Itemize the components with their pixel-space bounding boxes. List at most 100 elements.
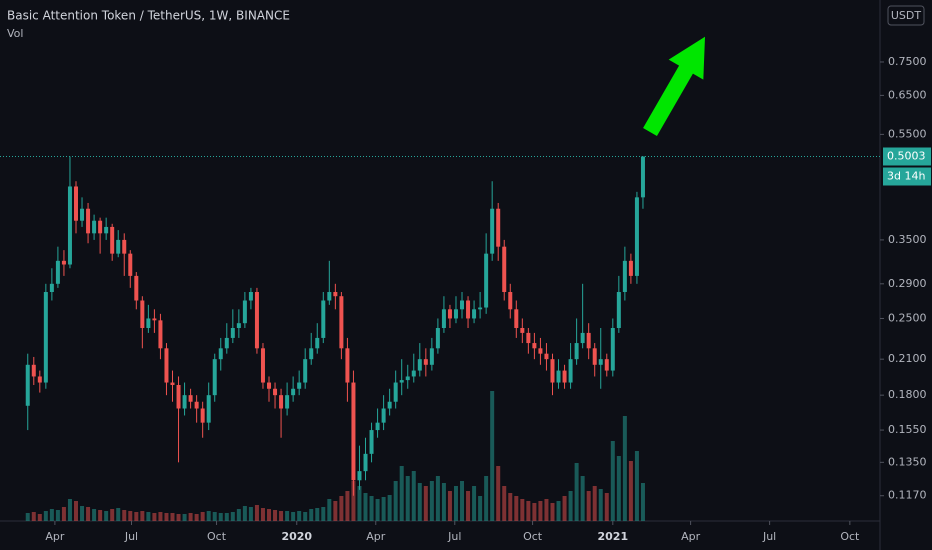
volume-bar (140, 511, 145, 521)
volume-bar (267, 509, 272, 521)
volume-bar (429, 481, 434, 521)
candle-body (25, 364, 30, 406)
volume-bar (122, 510, 127, 521)
candle-body (399, 380, 404, 383)
volume-bar (110, 509, 115, 521)
candle-body (616, 292, 621, 328)
volume-bar (128, 511, 133, 521)
x-tick-label: Oct (207, 530, 227, 543)
volume-bar (453, 486, 458, 521)
candle-body (441, 309, 446, 328)
volume-bar (194, 514, 199, 521)
candle-body (152, 318, 157, 321)
candle-body (423, 359, 428, 365)
volume-bar (586, 491, 591, 521)
volume-bar (236, 509, 241, 521)
x-tick-label: Oct (840, 530, 860, 543)
candle-body (128, 253, 133, 276)
volume-bar (242, 506, 247, 521)
candle-body (182, 395, 187, 409)
candle-body (254, 292, 259, 349)
candle-body (628, 260, 633, 276)
volume-bar (37, 514, 42, 521)
volume-bar (598, 489, 603, 521)
candle-body (502, 246, 507, 293)
volume-bar (592, 486, 597, 521)
x-tick-label: 2021 (597, 530, 628, 543)
candle-body (309, 348, 314, 360)
volume-bar (526, 501, 531, 521)
volume-bar (357, 486, 362, 521)
candle-body (212, 359, 217, 396)
volume-bar (423, 486, 428, 521)
candle-body (556, 370, 561, 383)
y-tick-label: 0.2500 (888, 311, 927, 324)
candle-body (55, 260, 60, 284)
candle-body (285, 395, 290, 409)
candle-body (496, 208, 501, 247)
volume-bar (556, 501, 561, 521)
candle-body (387, 401, 392, 409)
volume-bar (218, 513, 223, 521)
candle-body (592, 348, 597, 365)
candle-body (568, 359, 573, 383)
candle-body (86, 208, 91, 234)
y-tick-label: 0.5500 (888, 127, 927, 140)
volume-bar (604, 493, 609, 521)
volume-bar (634, 451, 639, 521)
volume-bar (134, 512, 139, 521)
volume-bar (351, 481, 356, 521)
candle-body (194, 401, 199, 409)
x-tick-label: Jul (447, 530, 461, 543)
volume-bar (441, 483, 446, 521)
candle-body (273, 388, 278, 396)
candle-body (550, 359, 555, 383)
volume-bar (260, 508, 265, 521)
volume-bar (568, 491, 573, 521)
chart-title: Basic Attention Token / TetherUS, 1W, BI… (7, 9, 290, 23)
candle-body (460, 300, 465, 310)
candle-body (260, 348, 265, 383)
candle-body (279, 395, 284, 409)
x-tick-label: Oct (523, 530, 543, 543)
x-tick-label: Apr (366, 530, 386, 543)
volume-bar (273, 510, 278, 521)
volume-bar (484, 476, 489, 521)
candle-body (146, 318, 151, 328)
volume-bar (393, 481, 398, 521)
candle-body (544, 353, 549, 360)
volume-bar (369, 496, 374, 521)
plot (25, 156, 645, 521)
volume-bar (544, 499, 549, 521)
candle-body (122, 239, 127, 254)
currency[interactable]: USDT (891, 9, 922, 22)
volume-bar (206, 511, 211, 521)
candle-body (315, 337, 320, 349)
volume-bar (381, 497, 386, 521)
volume-bar (327, 499, 332, 521)
volume-bar (399, 466, 404, 521)
volume-bar (405, 476, 410, 521)
annotation-arrow (643, 36, 705, 136)
volume-bar (478, 496, 483, 521)
candle-body (297, 382, 302, 389)
candle-body (176, 385, 181, 409)
candle-body (610, 327, 615, 371)
volume-bar (496, 466, 501, 521)
candle-body (598, 359, 603, 365)
candle-body (345, 348, 350, 383)
volume-bar (291, 512, 296, 521)
volume-bar (532, 503, 537, 521)
candle-body (224, 337, 229, 349)
volume-bar (98, 510, 103, 521)
candle-body (532, 343, 537, 349)
volume-bar (411, 471, 416, 521)
volume-bar (248, 507, 253, 521)
countdown-label: 3d 14h (887, 169, 925, 182)
volume-bar (182, 514, 187, 521)
volume-bar (116, 508, 121, 521)
currency-box[interactable] (887, 5, 925, 26)
volume-bar (345, 491, 350, 521)
volume-bar (622, 416, 627, 521)
